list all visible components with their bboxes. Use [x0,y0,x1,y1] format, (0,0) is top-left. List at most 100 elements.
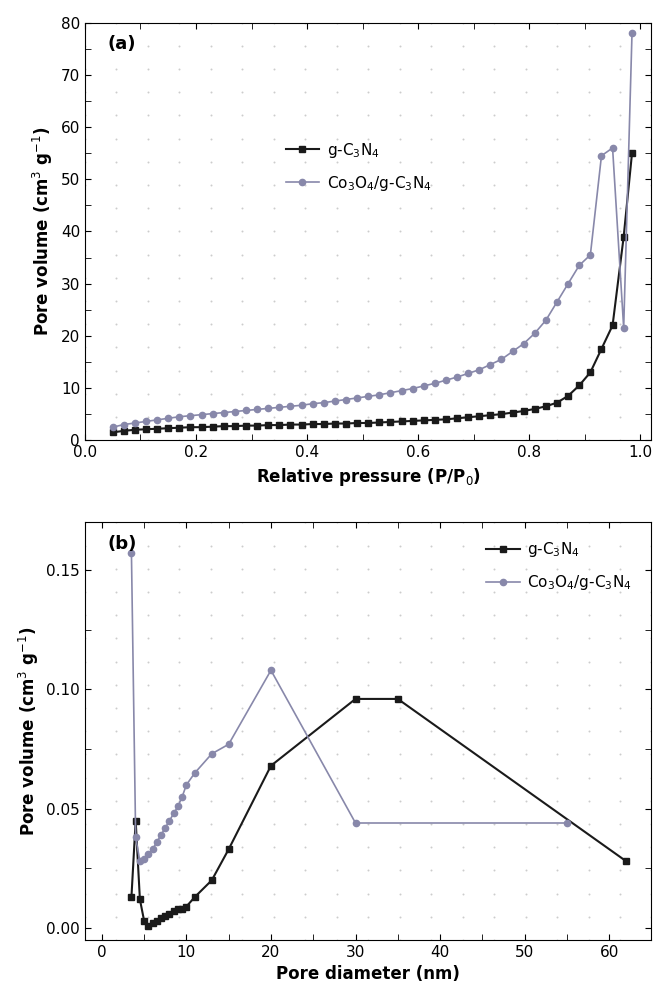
Point [326,427,337,443]
Point [105,655,115,671]
g-C$_3$N$_4$ [127,891,135,903]
Point [102,655,113,671]
Point [265,431,275,447]
Point [450,432,460,448]
g-C$_3$N$_4$ [198,421,206,433]
Point [326,430,337,446]
Point [103,390,113,406]
Point [450,428,460,444]
Co$_3$O$_4$/g-C$_3$N$_4$ [224,738,232,750]
Point [203,430,214,446]
Point [172,428,183,444]
g-C$_3$N$_4$ [208,421,216,433]
Co$_3$O$_4$/g-C$_3$N$_4$ [320,397,328,409]
Point [100,655,111,671]
Point [103,0,113,8]
Point [295,430,306,446]
Point [450,429,460,445]
Point [111,430,121,446]
Point [265,429,275,445]
Point [265,429,275,445]
Point [101,257,112,273]
Co$_3$O$_4$/g-C$_3$N$_4$ [231,406,239,418]
Point [480,431,491,447]
Point [80,430,90,446]
g-C$_3$N$_4$ [608,319,616,331]
Co$_3$O$_4$/g-C$_3$N$_4$ [431,377,439,389]
Point [234,432,245,448]
Point [265,429,275,445]
Point [265,428,275,444]
Point [111,427,121,443]
g-C$_3$N$_4$ [264,419,272,431]
Point [104,125,115,141]
Point [512,428,523,444]
Point [512,428,523,444]
Co$_3$O$_4$/g-C$_3$N$_4$ [208,408,216,420]
Co$_3$O$_4$/g-C$_3$N$_4$ [242,404,250,416]
Point [265,428,275,444]
Co$_3$O$_4$/g-C$_3$N$_4$ [140,853,148,865]
Point [574,431,584,447]
Co$_3$O$_4$/g-C$_3$N$_4$ [453,371,461,383]
Point [100,390,111,406]
Point [388,428,399,444]
Point [172,428,183,444]
Line: g-C$_3$N$_4$: g-C$_3$N$_4$ [110,150,635,436]
g-C$_3$N$_4$ [170,905,178,917]
Point [635,428,646,444]
g-C$_3$N$_4$ [442,413,450,425]
Point [80,431,90,447]
Point [103,522,114,538]
Point [80,428,90,444]
Co$_3$O$_4$/g-C$_3$N$_4$ [553,296,561,308]
Point [512,430,523,446]
Point [104,522,115,538]
Co$_3$O$_4$/g-C$_3$N$_4$ [176,411,184,423]
g-C$_3$N$_4$ [131,815,139,827]
Y-axis label: Pore volume (cm$^3$ g$^{-1}$): Pore volume (cm$^3$ g$^{-1}$) [17,626,41,836]
Point [234,430,245,446]
Point [111,429,121,445]
Point [100,257,111,273]
Point [97,257,108,273]
Point [98,920,109,936]
Co$_3$O$_4$/g-C$_3$N$_4$ [286,400,294,412]
Co$_3$O$_4$/g-C$_3$N$_4$ [586,249,594,261]
Point [326,430,337,446]
Point [172,432,183,448]
g-C$_3$N$_4$ [352,693,360,705]
Point [141,428,152,444]
Co$_3$O$_4$/g-C$_3$N$_4$ [170,807,178,819]
Point [543,430,553,446]
Point [635,428,646,444]
Point [98,390,109,406]
Point [480,428,491,444]
Point [100,920,111,936]
Point [419,429,429,445]
Point [97,522,108,538]
Point [103,522,113,538]
Point [105,125,115,141]
Point [512,429,523,445]
Point [388,429,399,445]
Point [265,432,275,448]
g-C$_3$N$_4$ [174,903,182,915]
Point [102,257,113,273]
Point [543,428,553,444]
g-C$_3$N$_4$ [178,903,186,915]
Co$_3$O$_4$/g-C$_3$N$_4$ [309,398,317,410]
Point [388,430,399,446]
Point [141,432,152,448]
Line: g-C$_3$N$_4$: g-C$_3$N$_4$ [129,696,629,929]
Line: Co$_3$O$_4$/g-C$_3$N$_4$: Co$_3$O$_4$/g-C$_3$N$_4$ [110,30,635,430]
Point [512,430,523,446]
Point [480,432,491,448]
Point [480,430,491,446]
Y-axis label: Pore volume (cm$^3$ g$^{-1}$): Pore volume (cm$^3$ g$^{-1}$) [31,127,55,336]
Point [103,257,113,273]
Point [100,257,111,273]
Point [357,430,368,446]
Co$_3$O$_4$/g-C$_3$N$_4$ [542,314,550,326]
Point [357,430,368,446]
